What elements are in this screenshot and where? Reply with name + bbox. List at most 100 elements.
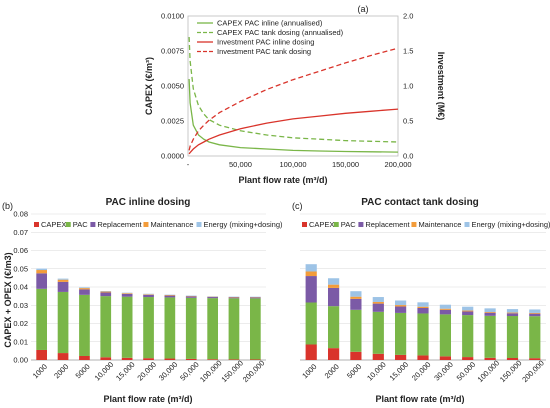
panel-a-left-tick-label: 0.0050 bbox=[161, 82, 184, 91]
x-tick-label: 150,000 bbox=[498, 358, 524, 384]
bar-segment bbox=[305, 344, 317, 360]
x-tick-label: 200,000 bbox=[520, 358, 546, 384]
panel-a-plot-frame bbox=[187, 15, 399, 157]
bar-segment bbox=[121, 357, 133, 360]
bar-segment bbox=[228, 298, 240, 360]
panel-a-left-tick-label: 0.0075 bbox=[161, 47, 184, 56]
panel-c-bars bbox=[305, 264, 541, 360]
panel-b-bars bbox=[36, 268, 261, 360]
y-tick-label: 0.01 bbox=[13, 337, 28, 346]
panel-a-x-axis-title: Plant flow rate (m³/d) bbox=[238, 175, 327, 185]
bar-segment bbox=[462, 310, 474, 312]
x-tick-label: 200,000 bbox=[241, 358, 267, 384]
x-tick-label: 2000 bbox=[52, 362, 70, 380]
legend-swatch bbox=[143, 222, 149, 227]
panel-c-label: (c) bbox=[292, 201, 303, 211]
bar-segment bbox=[439, 314, 451, 357]
legend-swatch bbox=[196, 222, 202, 227]
x-tick-label: 30,000 bbox=[432, 360, 455, 383]
panel-c-legend: CAPEX PAC Replacement Maintenance Energy (mi… bbox=[302, 220, 550, 229]
bar-segment bbox=[484, 312, 496, 316]
bar-segment bbox=[185, 358, 197, 360]
legend-swatch bbox=[358, 222, 364, 227]
bar-segment bbox=[484, 357, 496, 360]
bar-segment bbox=[228, 297, 240, 299]
legend-swatch bbox=[302, 222, 307, 227]
bar-segment bbox=[484, 312, 496, 313]
bar-segment bbox=[462, 315, 474, 358]
x-tick-label: 2000 bbox=[323, 362, 341, 380]
bar-segment bbox=[350, 291, 362, 297]
bar-segment bbox=[350, 296, 362, 299]
bar-segment bbox=[164, 295, 176, 298]
panel-a-left-tick-label: 0.0100 bbox=[161, 12, 184, 21]
bar-segment bbox=[395, 354, 407, 360]
panel-a-series-lines bbox=[188, 36, 399, 155]
bar-segment bbox=[439, 308, 451, 310]
panel-a-x-tick-label: 200,000 bbox=[384, 160, 411, 169]
bar-segment bbox=[395, 306, 407, 313]
y-tick-label: 0.06 bbox=[13, 246, 28, 255]
bar-segment bbox=[57, 281, 69, 292]
bar-segment bbox=[506, 313, 519, 317]
x-tick-label: 1000 bbox=[300, 362, 318, 380]
bar-segment bbox=[395, 305, 407, 307]
bar-segment bbox=[529, 316, 541, 359]
x-tick-label: 100,000 bbox=[476, 358, 502, 384]
panel-a-legend-label: CAPEX PAC tank dosing (annualised) bbox=[217, 28, 344, 37]
bar-segment bbox=[529, 312, 541, 314]
legend-swatch bbox=[464, 222, 470, 227]
panel-a-series-line bbox=[188, 47, 399, 151]
legend-label: Energy (mixing+dosing) bbox=[472, 220, 550, 229]
legend-swatch bbox=[65, 222, 71, 227]
bar-segment bbox=[439, 356, 451, 360]
bar-segment bbox=[79, 288, 90, 290]
y-tick-label: 0.02 bbox=[13, 319, 28, 328]
bar-segment bbox=[439, 309, 451, 315]
bar-segment bbox=[79, 287, 90, 289]
bar-segment bbox=[417, 355, 429, 360]
bar-segment bbox=[372, 311, 384, 354]
bar-segment bbox=[143, 293, 154, 295]
bar-segment bbox=[372, 353, 384, 360]
x-tick-label: 15,000 bbox=[388, 360, 411, 383]
bar-segment bbox=[328, 284, 340, 288]
bar-segment bbox=[350, 351, 362, 360]
bar-segment bbox=[328, 348, 340, 360]
bar-segment bbox=[36, 288, 47, 350]
y-tick-label: 0.03 bbox=[13, 301, 28, 310]
panel-a-axes: 0.0000 0.0025 0.0050 0.0075 0.0100 0.0 0.5 1.0 1… bbox=[161, 12, 413, 170]
panel-a-right-tick-label: 1.0 bbox=[403, 82, 413, 91]
bar-segment bbox=[328, 306, 340, 349]
y-tick-label: 0.07 bbox=[13, 228, 28, 237]
legend-label: Energy (mixing+dosing) bbox=[204, 220, 283, 229]
bar-segment bbox=[79, 355, 90, 360]
legend-swatch bbox=[90, 222, 96, 227]
bar-segment bbox=[121, 293, 133, 294]
panel-a-legend: CAPEX PAC inline (annualised)CAPEX PAC t… bbox=[197, 19, 344, 56]
bar-segment bbox=[484, 308, 496, 312]
bar-segment bbox=[506, 357, 519, 360]
panel-a-left-axis-title: CAPEX (€/m³) bbox=[144, 57, 154, 115]
bar-segment bbox=[143, 297, 154, 359]
bar-segment bbox=[100, 292, 112, 297]
bar-segment bbox=[439, 304, 451, 309]
y-tick-label: 0.04 bbox=[13, 283, 28, 292]
legend-swatch bbox=[411, 222, 417, 227]
bar-segment bbox=[100, 291, 112, 293]
bar-segment bbox=[250, 359, 261, 360]
bar-segment bbox=[372, 297, 384, 302]
x-tick-label: 10,000 bbox=[93, 360, 116, 383]
panel-c-title: PAC contact tank dosing bbox=[361, 197, 479, 208]
panel-b-axes: 0.00 0.01 0.02 0.03 0.04 0.05 0.06 0.07 0.08 1000… bbox=[13, 210, 266, 385]
bar-segment bbox=[100, 296, 112, 358]
panel-a-legend-label: Investment PAC inline dosing bbox=[217, 38, 314, 47]
x-tick-label: 5000 bbox=[345, 362, 363, 380]
bar-segment bbox=[506, 309, 519, 313]
bar-segment bbox=[462, 311, 474, 316]
bar-segment bbox=[36, 349, 47, 360]
legend-label: Maintenance bbox=[150, 220, 193, 229]
panel-a-right-tick-label: 0.0 bbox=[403, 152, 413, 161]
bar-segment bbox=[372, 301, 384, 304]
